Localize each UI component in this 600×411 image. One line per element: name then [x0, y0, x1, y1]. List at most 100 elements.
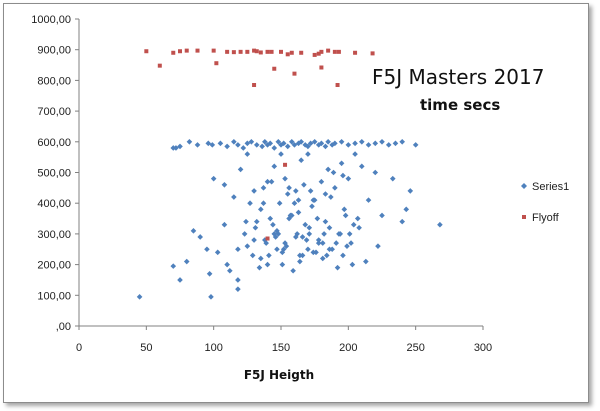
point-series1 — [295, 140, 302, 147]
point-flyoff — [238, 49, 243, 54]
point-series1 — [298, 157, 304, 164]
point-series1 — [264, 261, 271, 268]
point-series1 — [270, 221, 276, 228]
point-series1 — [210, 175, 217, 182]
point-flyoff — [252, 83, 257, 88]
point-flyoff — [214, 61, 219, 66]
point-flyoff — [336, 49, 341, 54]
point-series1 — [341, 206, 348, 213]
point-series1 — [372, 140, 379, 147]
point-series1 — [333, 240, 340, 246]
point-series1 — [231, 139, 237, 145]
point-series1 — [282, 240, 288, 246]
point-series1 — [348, 240, 354, 246]
point-series1 — [136, 294, 143, 300]
point-flyoff — [285, 52, 290, 57]
point-series1 — [278, 151, 284, 157]
point-series1 — [365, 197, 372, 203]
point-series1 — [264, 178, 271, 185]
point-series1 — [260, 200, 267, 206]
point-series1 — [311, 139, 318, 145]
point-series1 — [310, 249, 317, 256]
point-series1 — [258, 206, 264, 213]
point-flyoff — [211, 48, 216, 53]
point-series1 — [298, 139, 304, 145]
point-series1 — [271, 231, 278, 237]
point-series1 — [290, 267, 296, 274]
point-series1 — [332, 140, 338, 147]
point-flyoff — [254, 49, 259, 54]
point-flyoff — [157, 63, 162, 68]
point-series1 — [235, 286, 241, 292]
x-tick-label: 250 — [406, 342, 424, 354]
x-tick-label: 150 — [272, 342, 290, 354]
point-series1 — [282, 175, 288, 182]
point-series1 — [275, 139, 282, 145]
point-series1 — [301, 181, 307, 188]
point-series1 — [194, 142, 201, 148]
point-series1 — [307, 188, 314, 194]
point-flyoff — [225, 49, 230, 54]
data-points — [136, 48, 443, 300]
point-series1 — [235, 142, 241, 148]
point-series1 — [318, 178, 325, 185]
point-series1 — [407, 188, 414, 194]
point-series1 — [204, 246, 210, 253]
point-series1 — [209, 142, 216, 148]
y-tick-label: 500,00 — [37, 168, 71, 180]
point-series1 — [332, 185, 338, 191]
point-series1 — [284, 143, 291, 150]
point-series1 — [177, 277, 183, 283]
point-series1 — [342, 212, 349, 219]
point-series1 — [322, 191, 329, 197]
point-series1 — [248, 139, 255, 145]
point-series1 — [251, 237, 257, 243]
point-series1 — [280, 140, 287, 147]
point-series1 — [244, 151, 251, 157]
point-series1 — [363, 258, 369, 265]
point-flyoff — [258, 50, 263, 55]
point-flyoff — [272, 66, 277, 71]
point-series1 — [337, 231, 344, 237]
point-series1 — [340, 252, 346, 259]
point-series1 — [272, 234, 279, 240]
point-series1 — [286, 185, 292, 191]
y-tick-label: 400,00 — [37, 198, 71, 210]
point-series1 — [412, 142, 419, 148]
point-series1 — [356, 224, 362, 231]
y-tick-label: 700,00 — [37, 106, 71, 118]
point-series1 — [309, 203, 315, 210]
legend-marker-series1 — [521, 183, 527, 189]
point-series1 — [274, 246, 280, 253]
point-series1 — [297, 252, 303, 259]
point-series1 — [399, 218, 405, 225]
point-series1 — [345, 142, 352, 148]
point-flyoff — [269, 49, 274, 54]
point-flyoff — [265, 236, 270, 241]
y-tick-label: 800,00 — [37, 75, 71, 87]
point-flyoff — [171, 50, 176, 55]
point-flyoff — [178, 49, 182, 54]
point-series1 — [279, 261, 286, 268]
point-series1 — [319, 240, 326, 246]
point-series1 — [264, 142, 271, 148]
point-series1 — [314, 215, 321, 222]
point-series1 — [284, 191, 291, 197]
point-series1 — [263, 240, 269, 246]
y-tick-label: ,00 — [56, 321, 71, 333]
y-tick-label: 600,00 — [37, 137, 71, 149]
point-series1 — [297, 258, 303, 265]
point-series1 — [258, 255, 264, 262]
point-series1 — [334, 264, 341, 271]
x-tick-label: 50 — [140, 342, 152, 354]
point-series1 — [302, 221, 309, 228]
x-tick-label: 100 — [204, 342, 222, 354]
point-series1 — [173, 145, 179, 151]
point-series1 — [224, 143, 230, 150]
x-tick-label: 200 — [339, 342, 357, 354]
point-series1 — [243, 218, 249, 225]
point-series1 — [267, 215, 274, 222]
point-series1 — [279, 249, 286, 256]
point-series1 — [338, 139, 345, 145]
point-series1 — [244, 243, 251, 249]
